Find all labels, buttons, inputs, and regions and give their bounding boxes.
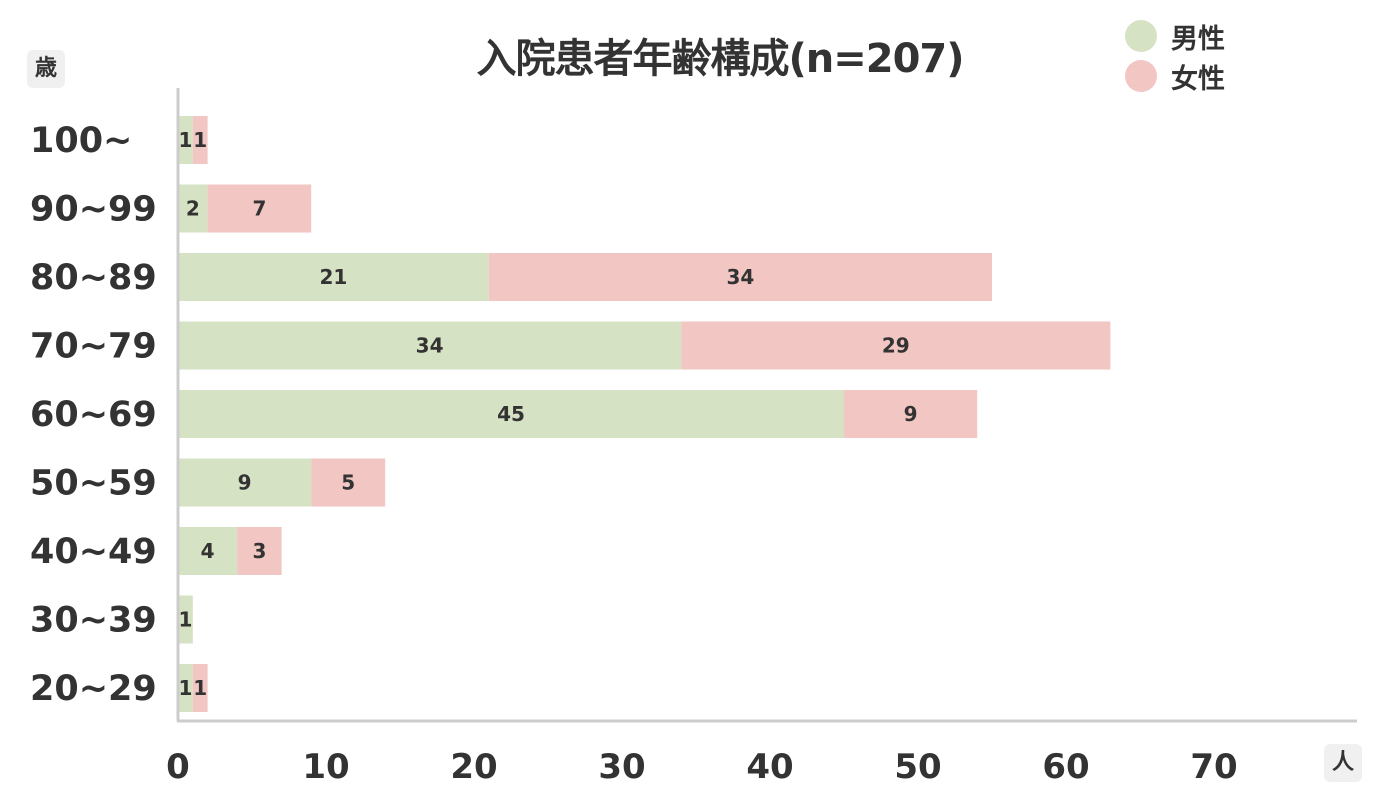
category-label: 50~59 — [30, 464, 157, 504]
category-label: 20~29 — [30, 669, 157, 709]
bar-male — [178, 116, 193, 164]
legend-label-male: 男性 — [1171, 23, 1225, 55]
legend-swatch-male — [1125, 20, 1157, 52]
data-label-female: 3 — [252, 539, 266, 563]
x-tick-label: 50 — [894, 747, 941, 787]
bar-female — [207, 184, 312, 233]
bar-male — [178, 595, 193, 644]
category-label: 60~69 — [30, 395, 157, 435]
data-label-female: 1 — [193, 128, 207, 152]
bar-male — [178, 390, 844, 438]
data-label-female: 7 — [252, 197, 266, 221]
data-label-female: 29 — [882, 334, 910, 358]
x-tick-label: 60 — [1042, 747, 1089, 787]
bar-female — [488, 253, 992, 301]
bar-female — [192, 116, 208, 164]
legend-item-female: 女性 — [1125, 56, 1225, 96]
x-axis-unit-label: 人 — [1324, 744, 1362, 782]
x-tick-label: 20 — [450, 747, 497, 787]
x-tick-label: 40 — [746, 747, 793, 787]
x-tick-label: 0 — [166, 747, 190, 787]
bar-female — [681, 321, 1111, 370]
category-label: 30~39 — [30, 601, 157, 641]
category-label: 100~ — [30, 121, 132, 161]
bar-male — [178, 253, 489, 301]
data-label-male: 9 — [238, 471, 252, 495]
chart-title: 入院患者年齢構成(n=207) — [476, 36, 964, 82]
bar-male — [178, 321, 682, 370]
legend-label-female: 女性 — [1171, 63, 1225, 95]
bar-male — [178, 184, 208, 233]
bar-female — [311, 458, 386, 507]
data-label-female: 1 — [193, 676, 207, 700]
bar-female — [237, 527, 282, 575]
bar-male — [178, 664, 193, 712]
category-label: 80~89 — [30, 258, 157, 298]
data-label-male: 4 — [201, 539, 215, 563]
bar-male — [178, 527, 238, 575]
data-label-male: 1 — [178, 608, 192, 632]
y-axis-unit-label: 歳 — [27, 50, 65, 88]
data-label-male: 1 — [178, 128, 192, 152]
x-tick-label: 10 — [302, 747, 349, 787]
data-label-female: 9 — [904, 402, 918, 426]
data-label-female: 5 — [341, 471, 355, 495]
data-label-female: 34 — [726, 265, 754, 289]
bar-female — [192, 664, 208, 712]
data-label-male: 1 — [178, 676, 192, 700]
bar-female — [844, 390, 978, 438]
x-tick-label: 30 — [598, 747, 645, 787]
data-label-male: 45 — [497, 402, 525, 426]
x-tick-label: 70 — [1190, 747, 1237, 787]
legend: 男性 女性 — [1125, 16, 1225, 96]
legend-swatch-female — [1125, 60, 1157, 92]
legend-item-male: 男性 — [1125, 16, 1225, 56]
data-label-male: 2 — [186, 197, 200, 221]
category-label: 90~99 — [30, 190, 157, 230]
category-label: 70~79 — [30, 327, 157, 367]
data-label-male: 21 — [319, 265, 347, 289]
data-label-male: 34 — [416, 334, 444, 358]
bar-male — [178, 458, 312, 507]
category-label: 40~49 — [30, 532, 157, 572]
